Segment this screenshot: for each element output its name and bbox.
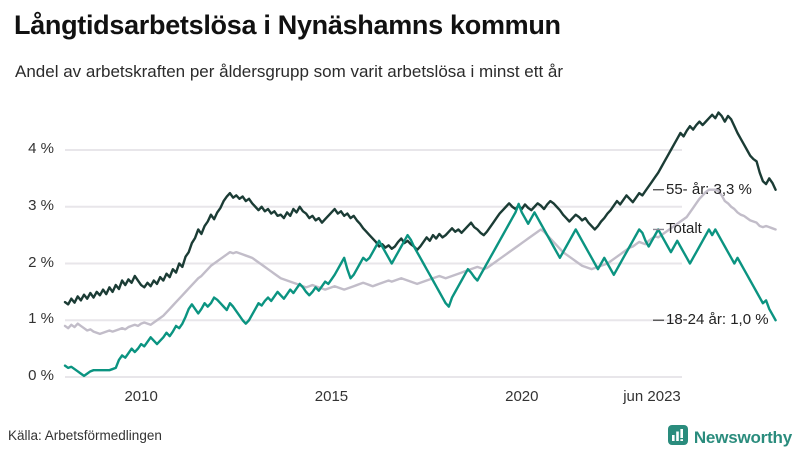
y-axis-tick: 2 % [28, 253, 54, 271]
series-label-55plus: 55- år: 3,3 % [666, 180, 752, 198]
x-axis-tick: 2015 [314, 388, 349, 405]
x-axis-tick: 2010 [124, 388, 158, 405]
x-axis-tick: 2020 [505, 388, 539, 405]
gridlines [65, 149, 682, 378]
series-line [63, 188, 777, 336]
bar-chart-icon [667, 425, 688, 450]
series-lines [63, 111, 777, 378]
y-axis-tick: 4 % [28, 140, 54, 157]
brand-name: Newsworthy [693, 427, 792, 447]
y-axis-tick: 0 % [28, 367, 54, 384]
y-axis-tick: 1 % [28, 310, 54, 328]
source-note: Källa: Arbetsförmedlingen [8, 428, 162, 443]
page-title: Långtidsarbetslösa i Nynäshamns kommun [14, 10, 561, 40]
series-label-totalt: Totalt [666, 220, 702, 238]
chart-subtitle: Andel av arbetskraften per åldersgrupp s… [15, 62, 564, 81]
y-axis-tick: 3 % [28, 196, 54, 214]
newsworthy-logo: Newsworthy [667, 425, 792, 450]
series-label-18-24: 18-24 år: 1,0 % [666, 311, 769, 329]
series-label-leaders [653, 189, 664, 321]
series-line [63, 111, 777, 306]
x-axis-tick: jun 2023 [623, 388, 681, 405]
series-line [63, 202, 777, 378]
